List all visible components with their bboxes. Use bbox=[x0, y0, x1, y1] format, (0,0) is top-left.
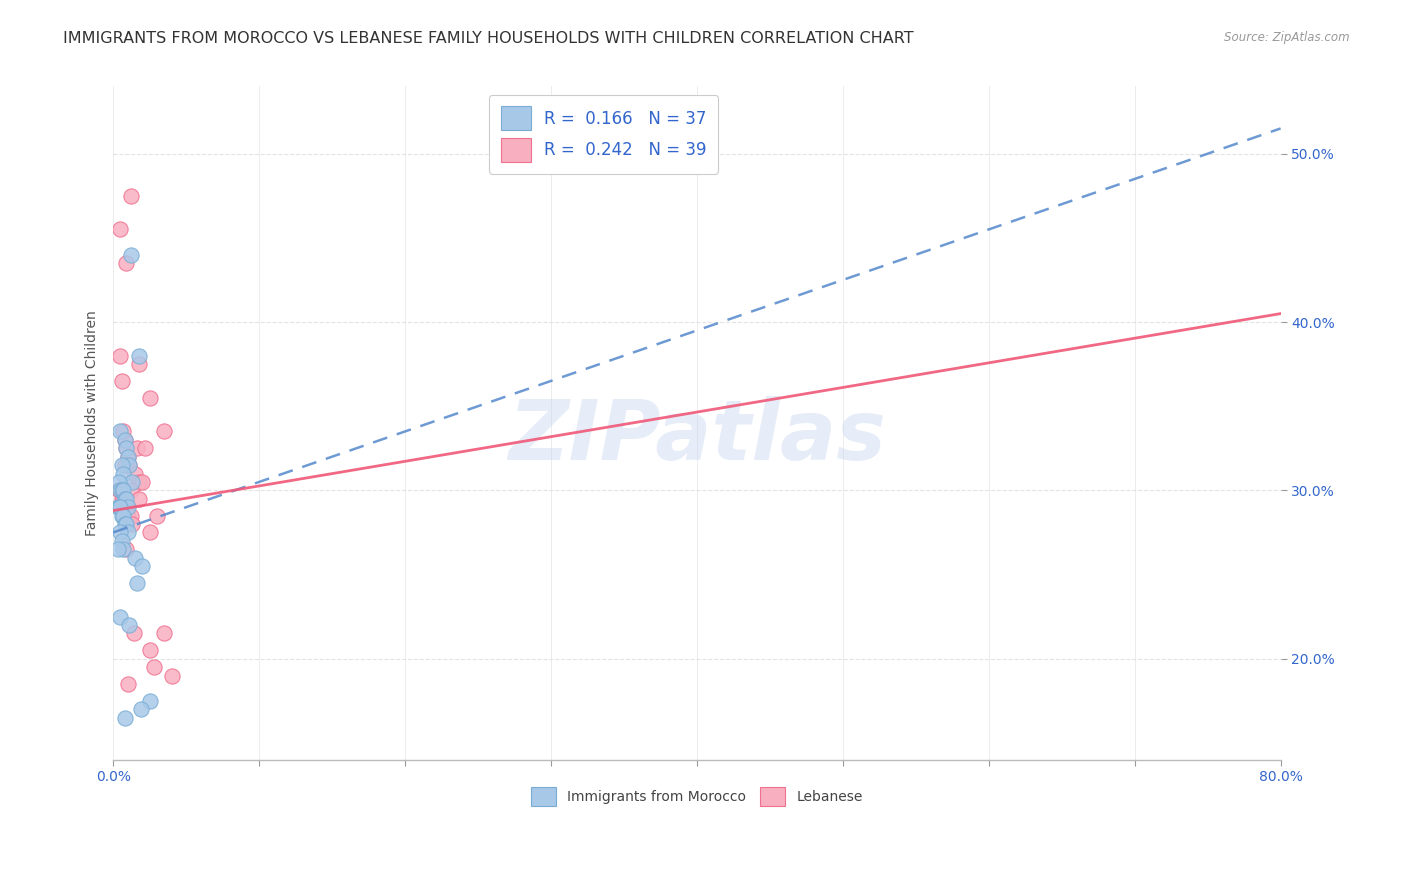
Point bbox=[115, 491, 138, 506]
Point bbox=[129, 702, 152, 716]
Point bbox=[120, 508, 142, 523]
Point bbox=[114, 433, 136, 447]
Point bbox=[117, 450, 139, 464]
Point bbox=[114, 491, 136, 506]
Point bbox=[120, 483, 142, 498]
Point bbox=[134, 442, 156, 456]
Point bbox=[143, 660, 166, 674]
Point bbox=[110, 525, 132, 540]
Point bbox=[117, 450, 139, 464]
Point bbox=[110, 609, 132, 624]
Point bbox=[108, 500, 131, 515]
Point bbox=[111, 508, 134, 523]
Point bbox=[120, 248, 142, 262]
Point bbox=[118, 458, 141, 472]
Point bbox=[111, 374, 134, 388]
Point bbox=[128, 357, 150, 371]
Point bbox=[115, 256, 138, 270]
Point bbox=[118, 458, 141, 472]
Point bbox=[160, 668, 183, 682]
Point bbox=[115, 542, 138, 557]
Point bbox=[111, 533, 134, 548]
Legend: Immigrants from Morocco, Lebanese: Immigrants from Morocco, Lebanese bbox=[524, 780, 869, 814]
Text: IMMIGRANTS FROM MOROCCO VS LEBANESE FAMILY HOUSEHOLDS WITH CHILDREN CORRELATION : IMMIGRANTS FROM MOROCCO VS LEBANESE FAMI… bbox=[63, 31, 914, 46]
Point bbox=[153, 425, 176, 439]
Point bbox=[118, 618, 141, 632]
Point bbox=[114, 433, 136, 447]
Point bbox=[110, 483, 132, 498]
Point bbox=[115, 500, 138, 515]
Point bbox=[114, 458, 136, 472]
Point bbox=[117, 525, 139, 540]
Point bbox=[112, 491, 135, 506]
Point bbox=[111, 491, 134, 506]
Point bbox=[122, 626, 145, 640]
Point bbox=[138, 694, 160, 708]
Point bbox=[120, 188, 142, 202]
Point bbox=[112, 542, 135, 557]
Point bbox=[125, 576, 148, 591]
Point bbox=[115, 442, 138, 456]
Text: Source: ZipAtlas.com: Source: ZipAtlas.com bbox=[1225, 31, 1350, 45]
Point bbox=[128, 475, 150, 489]
Point bbox=[125, 442, 148, 456]
Point bbox=[131, 559, 153, 574]
Point bbox=[117, 500, 139, 515]
Text: ZIPatlas: ZIPatlas bbox=[508, 396, 886, 477]
Point bbox=[107, 500, 129, 515]
Point bbox=[112, 483, 135, 498]
Point bbox=[138, 643, 160, 657]
Point bbox=[138, 525, 160, 540]
Point bbox=[124, 467, 146, 481]
Point bbox=[131, 475, 153, 489]
Point bbox=[114, 516, 136, 531]
Point bbox=[110, 349, 132, 363]
Point bbox=[117, 677, 139, 691]
Point bbox=[114, 710, 136, 724]
Point bbox=[121, 516, 143, 531]
Point bbox=[110, 222, 132, 236]
Point bbox=[124, 550, 146, 565]
Point bbox=[107, 542, 129, 557]
Point bbox=[112, 425, 135, 439]
Point bbox=[138, 391, 160, 405]
Point bbox=[108, 483, 131, 498]
Point bbox=[115, 442, 138, 456]
Point bbox=[111, 483, 134, 498]
Point bbox=[121, 475, 143, 489]
Point bbox=[146, 508, 169, 523]
Point bbox=[115, 516, 138, 531]
Point bbox=[153, 626, 176, 640]
Point bbox=[110, 425, 132, 439]
Point bbox=[112, 467, 135, 481]
Point bbox=[112, 508, 135, 523]
Point bbox=[111, 458, 134, 472]
Point bbox=[110, 500, 132, 515]
Point bbox=[110, 483, 132, 498]
Y-axis label: Family Households with Children: Family Households with Children bbox=[86, 310, 100, 536]
Point bbox=[128, 349, 150, 363]
Point bbox=[108, 475, 131, 489]
Point bbox=[114, 500, 136, 515]
Point bbox=[128, 491, 150, 506]
Point bbox=[117, 508, 139, 523]
